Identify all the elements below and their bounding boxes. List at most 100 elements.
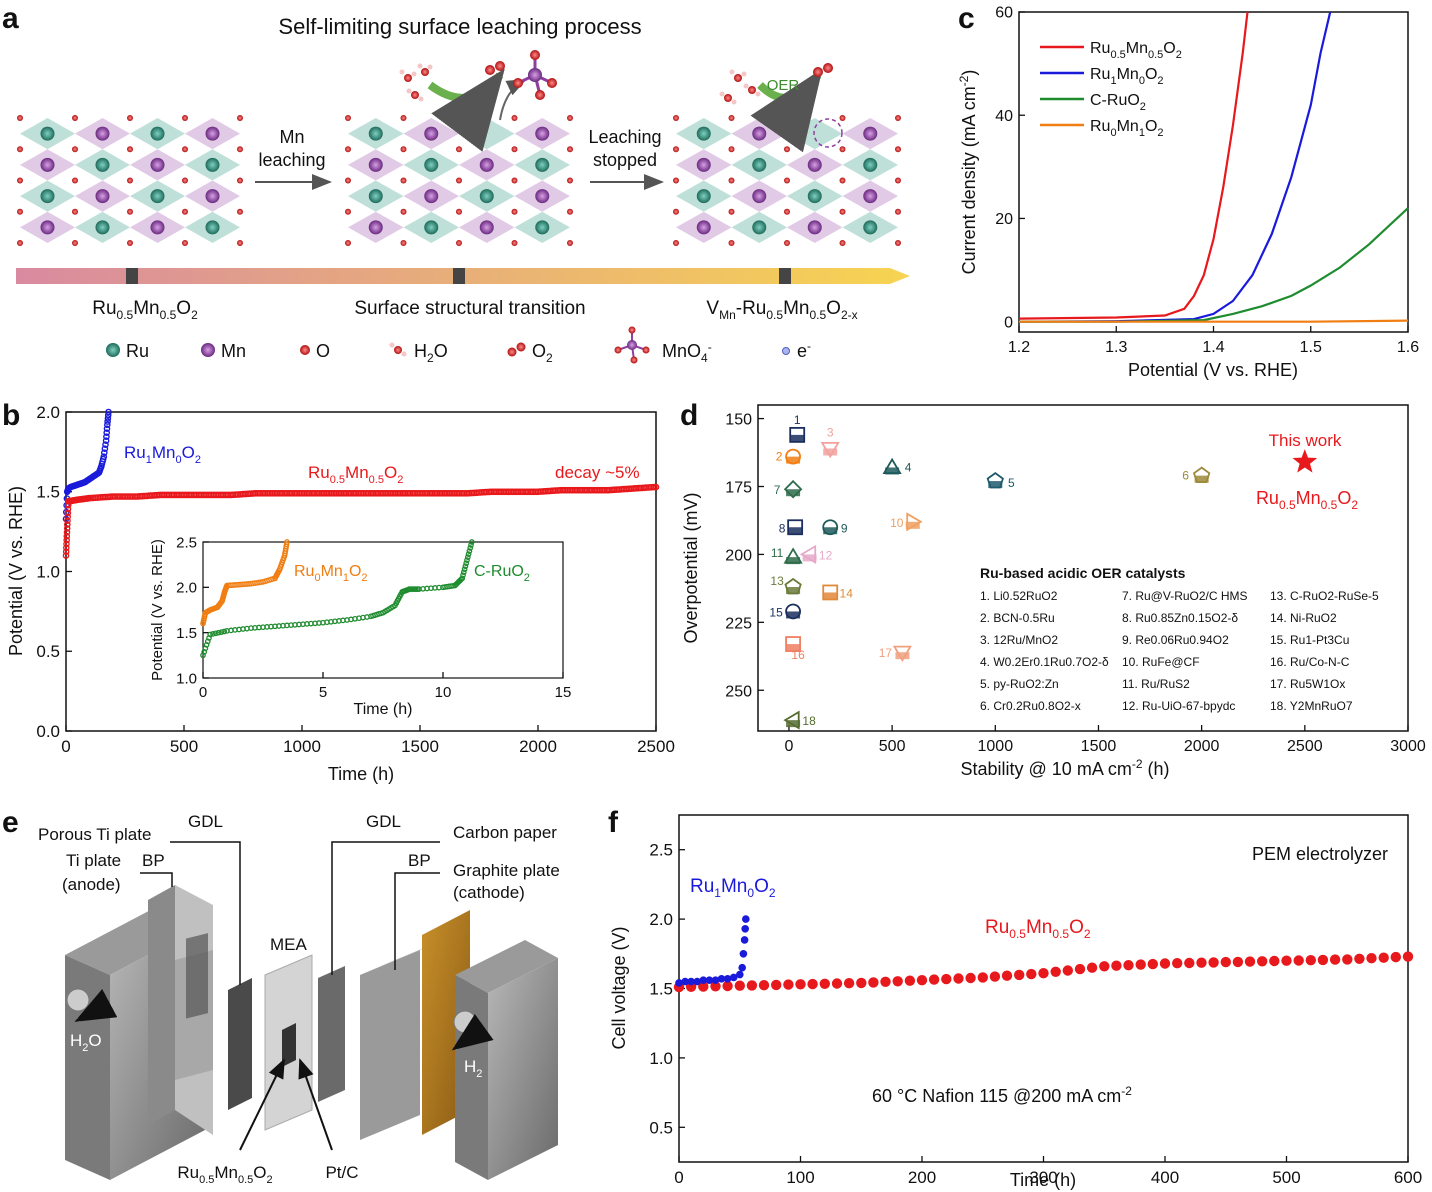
data-point-f-1: [856, 977, 867, 989]
data-point-f-1: [904, 975, 916, 986]
data-point-f-1: [783, 979, 794, 990]
legend-o2: O2: [532, 341, 553, 365]
x-tick-label-f: 300: [1029, 1168, 1057, 1187]
catalyst-anode-arrow: [239, 1058, 285, 1151]
ru-atom: [424, 220, 439, 235]
data-point-f-0: [675, 979, 683, 987]
data-point-f-1: [1172, 958, 1183, 969]
o-atom: [17, 240, 23, 246]
x-tick-label-b: 0: [61, 737, 70, 756]
catalyst-legend-item: 7. Ru@V-RuO2/C HMS: [1122, 589, 1248, 603]
panel-label-b: b: [2, 399, 20, 432]
data-point-b-inset-1: [460, 572, 466, 579]
data-point-f-1: [1086, 962, 1098, 973]
series-b-inset: [200, 539, 475, 659]
mn-atom: [863, 126, 878, 141]
o-atom: [784, 177, 790, 184]
catalyst-legend-item: 2. BCN-0.5Ru: [980, 611, 1055, 625]
data-point-d-11-fill: [786, 557, 801, 565]
axis-ticks-b-inset: 0 5 10 15 1.0 1.5 2.0 2.5: [176, 534, 571, 701]
data-point-b-1: [64, 505, 72, 513]
y-axis-label-b-inset: Potential (V vs. RHE): [149, 539, 166, 681]
x-tick-label-b-inset: 15: [555, 684, 572, 701]
carbon-paper-label: Carbon paper: [453, 823, 557, 842]
series-b: [62, 408, 660, 559]
panel-f: f 0 100 200 300 400 500 600 0.5 1.0 1.5 2.0 2.5 Tim…: [608, 806, 1422, 1190]
data-point-b-inset-1: [468, 539, 475, 545]
o-atom: [17, 115, 23, 121]
x-tick-label-b: 1000: [283, 737, 321, 756]
data-point-b-1: [63, 544, 70, 552]
step2-line1: Leaching: [588, 127, 661, 147]
o-atom: [511, 177, 518, 184]
data-point-d-this-work: [1292, 449, 1318, 473]
y-tick-label-c: 0: [1004, 314, 1013, 331]
o-atom: [345, 146, 351, 153]
point-label-d-9: 9: [841, 521, 848, 535]
catalyst-legend-item: 9. Re0.06Ru0.94O2: [1122, 633, 1229, 647]
data-point-b-1: [62, 548, 70, 556]
h2o-inlet-label: H2O: [70, 1031, 102, 1054]
y-tick-label-c: 40: [995, 108, 1013, 125]
y-tick-label-d: 150: [725, 412, 752, 429]
x-tick-label-f: 200: [908, 1168, 936, 1187]
x-tick-label-d: 2500: [1287, 738, 1323, 755]
data-point-b-1: [64, 513, 71, 521]
legend-ru-icon: [106, 343, 120, 357]
gdl-right: [318, 966, 345, 1102]
ru-atom: [95, 220, 110, 235]
data-point-d-7-fill: [786, 489, 801, 497]
point-label-d-10: 10: [890, 516, 904, 530]
data-point-f-1: [1293, 955, 1304, 966]
catalyst-legend-item: 3. 12Ru/MnO2: [980, 633, 1058, 647]
ru-atom: [863, 220, 878, 235]
o-atom: [400, 208, 407, 215]
chart-title-f: PEM electrolyzer: [1252, 844, 1388, 864]
series-label-f-ru1: Ru1Mn0O2: [690, 876, 776, 900]
axis-ticks-c: 1.2 1.3 1.4 1.5 1.6 0 20 40 60: [995, 5, 1419, 356]
ru-atom: [368, 126, 383, 141]
water-molecules-icon: [399, 63, 761, 105]
data-point-b-0: [101, 445, 109, 453]
catalyst-cathode-label: Pt/C: [325, 1163, 358, 1182]
stage1-label: Ru0.5Mn0.5O2: [92, 298, 198, 322]
data-point-b-1: [63, 525, 71, 532]
y-axis-label-d: Overpotential (mV): [681, 492, 701, 643]
x-axis-label-c: Potential (V vs. RHE): [1128, 360, 1298, 380]
x-tick-label-c: 1.5: [1300, 339, 1322, 356]
data-point-b-inset-1: [461, 566, 468, 573]
x-tick-label-d: 500: [879, 738, 906, 755]
data-point-f-1: [843, 978, 855, 989]
ru-atom: [696, 189, 711, 204]
data-point-d-13-fill: [786, 587, 801, 595]
data-point-f-1: [734, 980, 745, 991]
data-point-f-0: [699, 976, 708, 984]
axis-ticks-f: 0 100 200 300 400 500 600 0.5 1.0 1.5 2.0 2.5: [649, 841, 1422, 1187]
y-tick-label-b-inset: 1.5: [176, 625, 197, 642]
y-tick-label-b-inset: 2.0: [176, 580, 197, 597]
ru-atom: [368, 189, 383, 204]
data-point-f-1: [1001, 970, 1013, 981]
o-atom: [673, 240, 679, 246]
data-point-f-1: [965, 972, 976, 984]
point-label-d-2: 2: [776, 450, 783, 464]
bp-right-label: BP: [408, 851, 431, 870]
o-atom: [728, 208, 735, 215]
series-label-b-ru05: Ru0.5Mn0.5O2: [308, 463, 403, 486]
series-line-c-2: [1019, 207, 1409, 323]
legend-c-2: C-RuO2: [1090, 92, 1146, 113]
y-axis-label-f: Cell voltage (V): [609, 926, 629, 1049]
ru-atom: [150, 126, 165, 141]
bp-left-leader: [140, 872, 173, 887]
y-tick-label-c: 20: [995, 211, 1013, 228]
legend-electron-icon: [782, 347, 790, 355]
data-point-f-1: [1123, 960, 1134, 971]
data-point-f-1: [1342, 954, 1353, 965]
data-point-d-12-fill: [802, 554, 817, 562]
mn-atom: [95, 189, 110, 204]
o-atom: [127, 146, 133, 153]
cathode-endplate-top: [455, 940, 558, 993]
data-point-b-0: [100, 453, 108, 461]
conditions-label: 60 °C Nafion 115 @200 mA cm-2: [872, 1084, 1132, 1106]
y-tick-label-f: 0.5: [649, 1118, 673, 1137]
